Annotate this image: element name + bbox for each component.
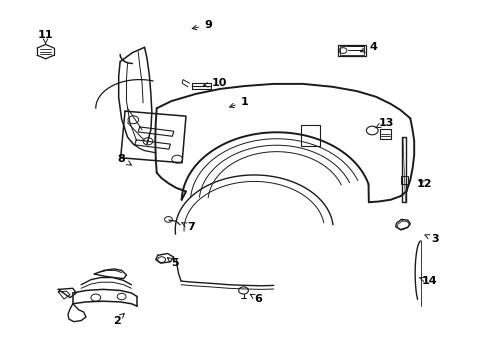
Text: 9: 9 <box>192 20 211 30</box>
Text: 2: 2 <box>113 314 124 325</box>
Text: 13: 13 <box>375 118 393 128</box>
Text: 12: 12 <box>416 179 432 189</box>
Text: 14: 14 <box>418 276 437 286</box>
Text: 8: 8 <box>118 154 131 165</box>
Text: 10: 10 <box>203 78 226 88</box>
Text: 6: 6 <box>250 294 262 304</box>
Text: 1: 1 <box>229 97 248 108</box>
Text: 11: 11 <box>38 30 53 43</box>
Text: 3: 3 <box>424 234 438 244</box>
Text: 5: 5 <box>167 258 179 268</box>
Text: 4: 4 <box>360 42 377 52</box>
Text: 7: 7 <box>181 222 194 232</box>
